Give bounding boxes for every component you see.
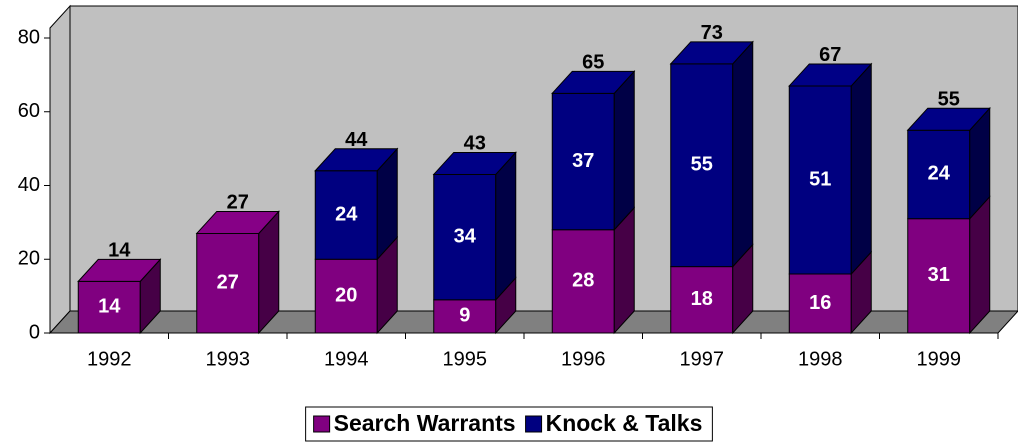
bar-segment: [907, 218, 971, 334]
x-tick-label: 1997: [680, 348, 725, 370]
legend-swatch: [525, 415, 543, 433]
bar-side: [732, 40, 754, 268]
bar-segment: [788, 273, 852, 334]
y-tick-label: 0: [29, 321, 40, 343]
legend-label: Knock & Talks: [546, 410, 703, 436]
y-tick-label: 40: [18, 174, 40, 196]
x-tick-label: 1992: [87, 348, 132, 370]
data-label: 24: [928, 163, 951, 185]
y-tick-label: 80: [18, 26, 40, 48]
data-label: 34: [454, 225, 477, 247]
y-tick-label: 20: [18, 248, 40, 270]
total-label: 44: [345, 129, 368, 151]
y-tick-label: 60: [18, 100, 40, 122]
total-label: 14: [108, 240, 131, 262]
x-tick-label: 1996: [561, 348, 606, 370]
bar-top: [314, 148, 399, 172]
bar-segment: [433, 173, 497, 301]
total-label: 43: [464, 133, 486, 155]
bar-side: [969, 195, 991, 335]
data-label: 14: [98, 295, 121, 317]
legend-label: Search Warrants: [334, 410, 516, 436]
bar-segment: [314, 258, 378, 334]
bar-segment: [670, 63, 734, 268]
data-label: 28: [572, 270, 594, 292]
total-label: 55: [938, 88, 960, 110]
bar-top: [432, 151, 517, 175]
data-label: 31: [928, 264, 950, 286]
bar-top: [669, 41, 754, 65]
bar-segment: [551, 229, 615, 334]
x-tick-label: 1993: [206, 348, 251, 370]
data-label: 27: [217, 272, 239, 294]
bar-side: [850, 62, 872, 276]
bar-top: [77, 258, 162, 282]
legend: [305, 406, 713, 442]
x-tick-label: 1994: [324, 348, 369, 370]
x-tick-label: 1995: [443, 348, 488, 370]
data-label: 18: [691, 288, 713, 310]
floor: [48, 310, 1018, 334]
bar-segment: [907, 129, 971, 220]
bar-top: [195, 210, 280, 234]
bar-top: [551, 70, 636, 94]
total-label: 67: [819, 44, 841, 66]
bar-top: [906, 107, 991, 131]
data-label: 16: [809, 292, 831, 314]
bar-segment: [433, 299, 497, 334]
bar-top: [788, 63, 873, 87]
total-label: 27: [227, 192, 249, 214]
bar-side: [495, 151, 517, 302]
side-wall: [49, 4, 71, 335]
legend-swatch: [313, 415, 331, 433]
data-label: 55: [691, 154, 713, 176]
x-tick-label: 1999: [917, 348, 962, 370]
bar-side: [613, 70, 635, 232]
data-label: 37: [572, 150, 594, 172]
bar-segment: [196, 232, 260, 334]
bar-segment: [551, 92, 615, 231]
data-label: 9: [459, 305, 470, 327]
x-tick-label: 1998: [798, 348, 843, 370]
total-label: 73: [701, 22, 723, 44]
total-label: 65: [582, 52, 604, 74]
data-label: 51: [809, 168, 831, 190]
bar-segment: [314, 170, 378, 260]
data-label: 20: [335, 284, 357, 306]
bar-segment: [788, 85, 852, 275]
data-label: 24: [335, 203, 358, 225]
